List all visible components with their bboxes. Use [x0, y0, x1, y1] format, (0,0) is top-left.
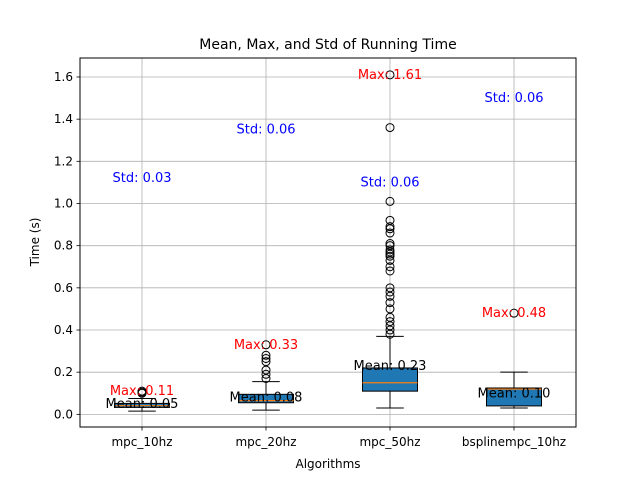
plot-area-frame — [79, 57, 577, 428]
box-group — [362, 70, 418, 409]
outlier-point — [385, 222, 395, 232]
outlier-point — [385, 298, 395, 308]
outlier-point — [385, 70, 395, 80]
mean-label: Mean: 0.23 — [354, 359, 427, 374]
outlier-point — [261, 353, 271, 363]
outlier-point — [385, 304, 395, 314]
outlier-point — [261, 350, 271, 360]
outlier-point — [385, 215, 395, 225]
mean-label: Mean: 0.10 — [478, 386, 551, 401]
x-tick-label: mpc_10hz — [111, 435, 172, 449]
mean-label: Mean: 0.05 — [106, 397, 179, 412]
axis-ticks: 0.0 0.2 0.4 0.6 0.8 1.0 1.2 1.4 1.6 mpc_10hz mpc_2… — [54, 70, 566, 449]
max-label: Max: 0.11 — [110, 384, 174, 399]
outlier-point — [385, 317, 395, 327]
outlier-point — [385, 245, 395, 255]
outlier-point — [385, 239, 395, 249]
outlier-point — [385, 123, 395, 133]
x-axis-label: Algorithms — [295, 457, 360, 471]
std-label: Std: 0.03 — [112, 171, 171, 186]
x-tick-label: bsplinempc_10hz — [462, 435, 566, 449]
y-tick-label: 1.4 — [54, 112, 73, 126]
std-label: Std: 0.06 — [484, 91, 543, 106]
outlier-point — [261, 357, 271, 367]
x-tick-label: mpc_50hz — [359, 435, 420, 449]
y-tick-label: 1.6 — [54, 70, 73, 84]
box-iqr — [486, 387, 542, 407]
outlier-point — [385, 266, 395, 276]
x-tick-label: mpc_20hz — [235, 435, 296, 449]
y-axis-label: Time (s) — [28, 218, 42, 268]
y-tick-label: 0.6 — [54, 281, 73, 295]
std-label: Std: 0.06 — [236, 123, 295, 138]
outlier-point — [385, 241, 395, 251]
outlier-point — [137, 386, 147, 396]
y-tick-label: 1.2 — [54, 154, 73, 168]
std-label: Std: 0.06 — [360, 175, 419, 190]
box-group — [114, 386, 170, 412]
outlier-point — [385, 287, 395, 297]
y-tick-label: 0.2 — [54, 365, 73, 379]
box-iqr — [362, 367, 418, 392]
y-tick-label: 0.8 — [54, 239, 73, 253]
outlier-point — [385, 196, 395, 206]
y-tick-label: 0.0 — [54, 407, 73, 421]
y-tick-label: 1.0 — [54, 196, 73, 210]
outlier-point — [261, 340, 271, 350]
chart-title: Mean, Max, and Std of Running Time — [199, 37, 456, 53]
box-group — [486, 308, 542, 409]
max-label: Max: 0.48 — [482, 306, 546, 321]
outlier-point — [385, 228, 395, 238]
outlier-point — [385, 283, 395, 293]
box-group — [238, 340, 294, 411]
outlier-point — [509, 308, 519, 318]
outlier-point — [385, 251, 395, 261]
mean-label: Mean: 0.08 — [230, 390, 303, 405]
y-tick-label: 0.4 — [54, 323, 73, 337]
grid-lines — [80, 58, 576, 427]
boxes — [114, 70, 542, 412]
max-label: Max: 1.61 — [358, 68, 422, 83]
outlier-point — [385, 262, 395, 272]
max-label: Max: 0.33 — [234, 338, 298, 353]
box-iqr — [238, 393, 294, 404]
outlier-point — [261, 369, 271, 379]
